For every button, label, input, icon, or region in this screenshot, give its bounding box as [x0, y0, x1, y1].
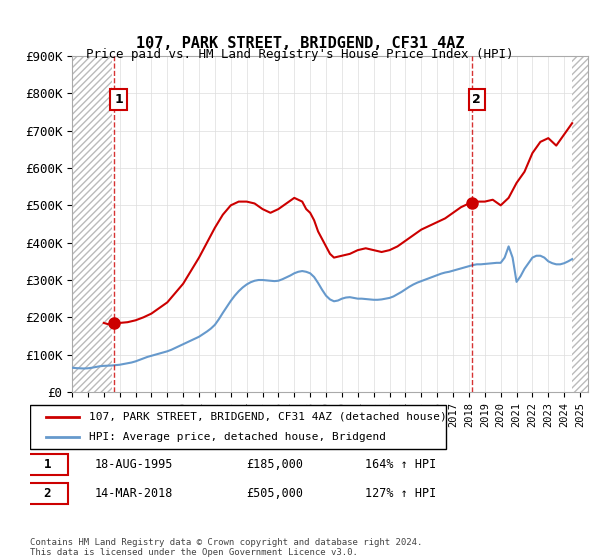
Text: 164% ↑ HPI: 164% ↑ HPI — [365, 458, 436, 471]
Text: 1: 1 — [44, 458, 51, 471]
FancyBboxPatch shape — [28, 454, 68, 475]
Text: 1: 1 — [114, 93, 123, 106]
Text: £185,000: £185,000 — [246, 458, 303, 471]
Text: HPI: Average price, detached house, Bridgend: HPI: Average price, detached house, Brid… — [89, 432, 386, 442]
Text: 107, PARK STREET, BRIDGEND, CF31 4AZ (detached house): 107, PARK STREET, BRIDGEND, CF31 4AZ (de… — [89, 412, 447, 422]
Text: 2: 2 — [44, 487, 51, 500]
FancyBboxPatch shape — [28, 483, 68, 504]
Text: 18-AUG-1995: 18-AUG-1995 — [95, 458, 173, 471]
FancyBboxPatch shape — [30, 405, 446, 449]
Text: 2: 2 — [472, 93, 481, 106]
Text: £505,000: £505,000 — [246, 487, 303, 500]
Text: 14-MAR-2018: 14-MAR-2018 — [95, 487, 173, 500]
Text: Contains HM Land Registry data © Crown copyright and database right 2024.
This d: Contains HM Land Registry data © Crown c… — [30, 538, 422, 557]
Text: Price paid vs. HM Land Registry's House Price Index (HPI): Price paid vs. HM Land Registry's House … — [86, 48, 514, 60]
Text: 127% ↑ HPI: 127% ↑ HPI — [365, 487, 436, 500]
Text: 107, PARK STREET, BRIDGEND, CF31 4AZ: 107, PARK STREET, BRIDGEND, CF31 4AZ — [136, 36, 464, 52]
